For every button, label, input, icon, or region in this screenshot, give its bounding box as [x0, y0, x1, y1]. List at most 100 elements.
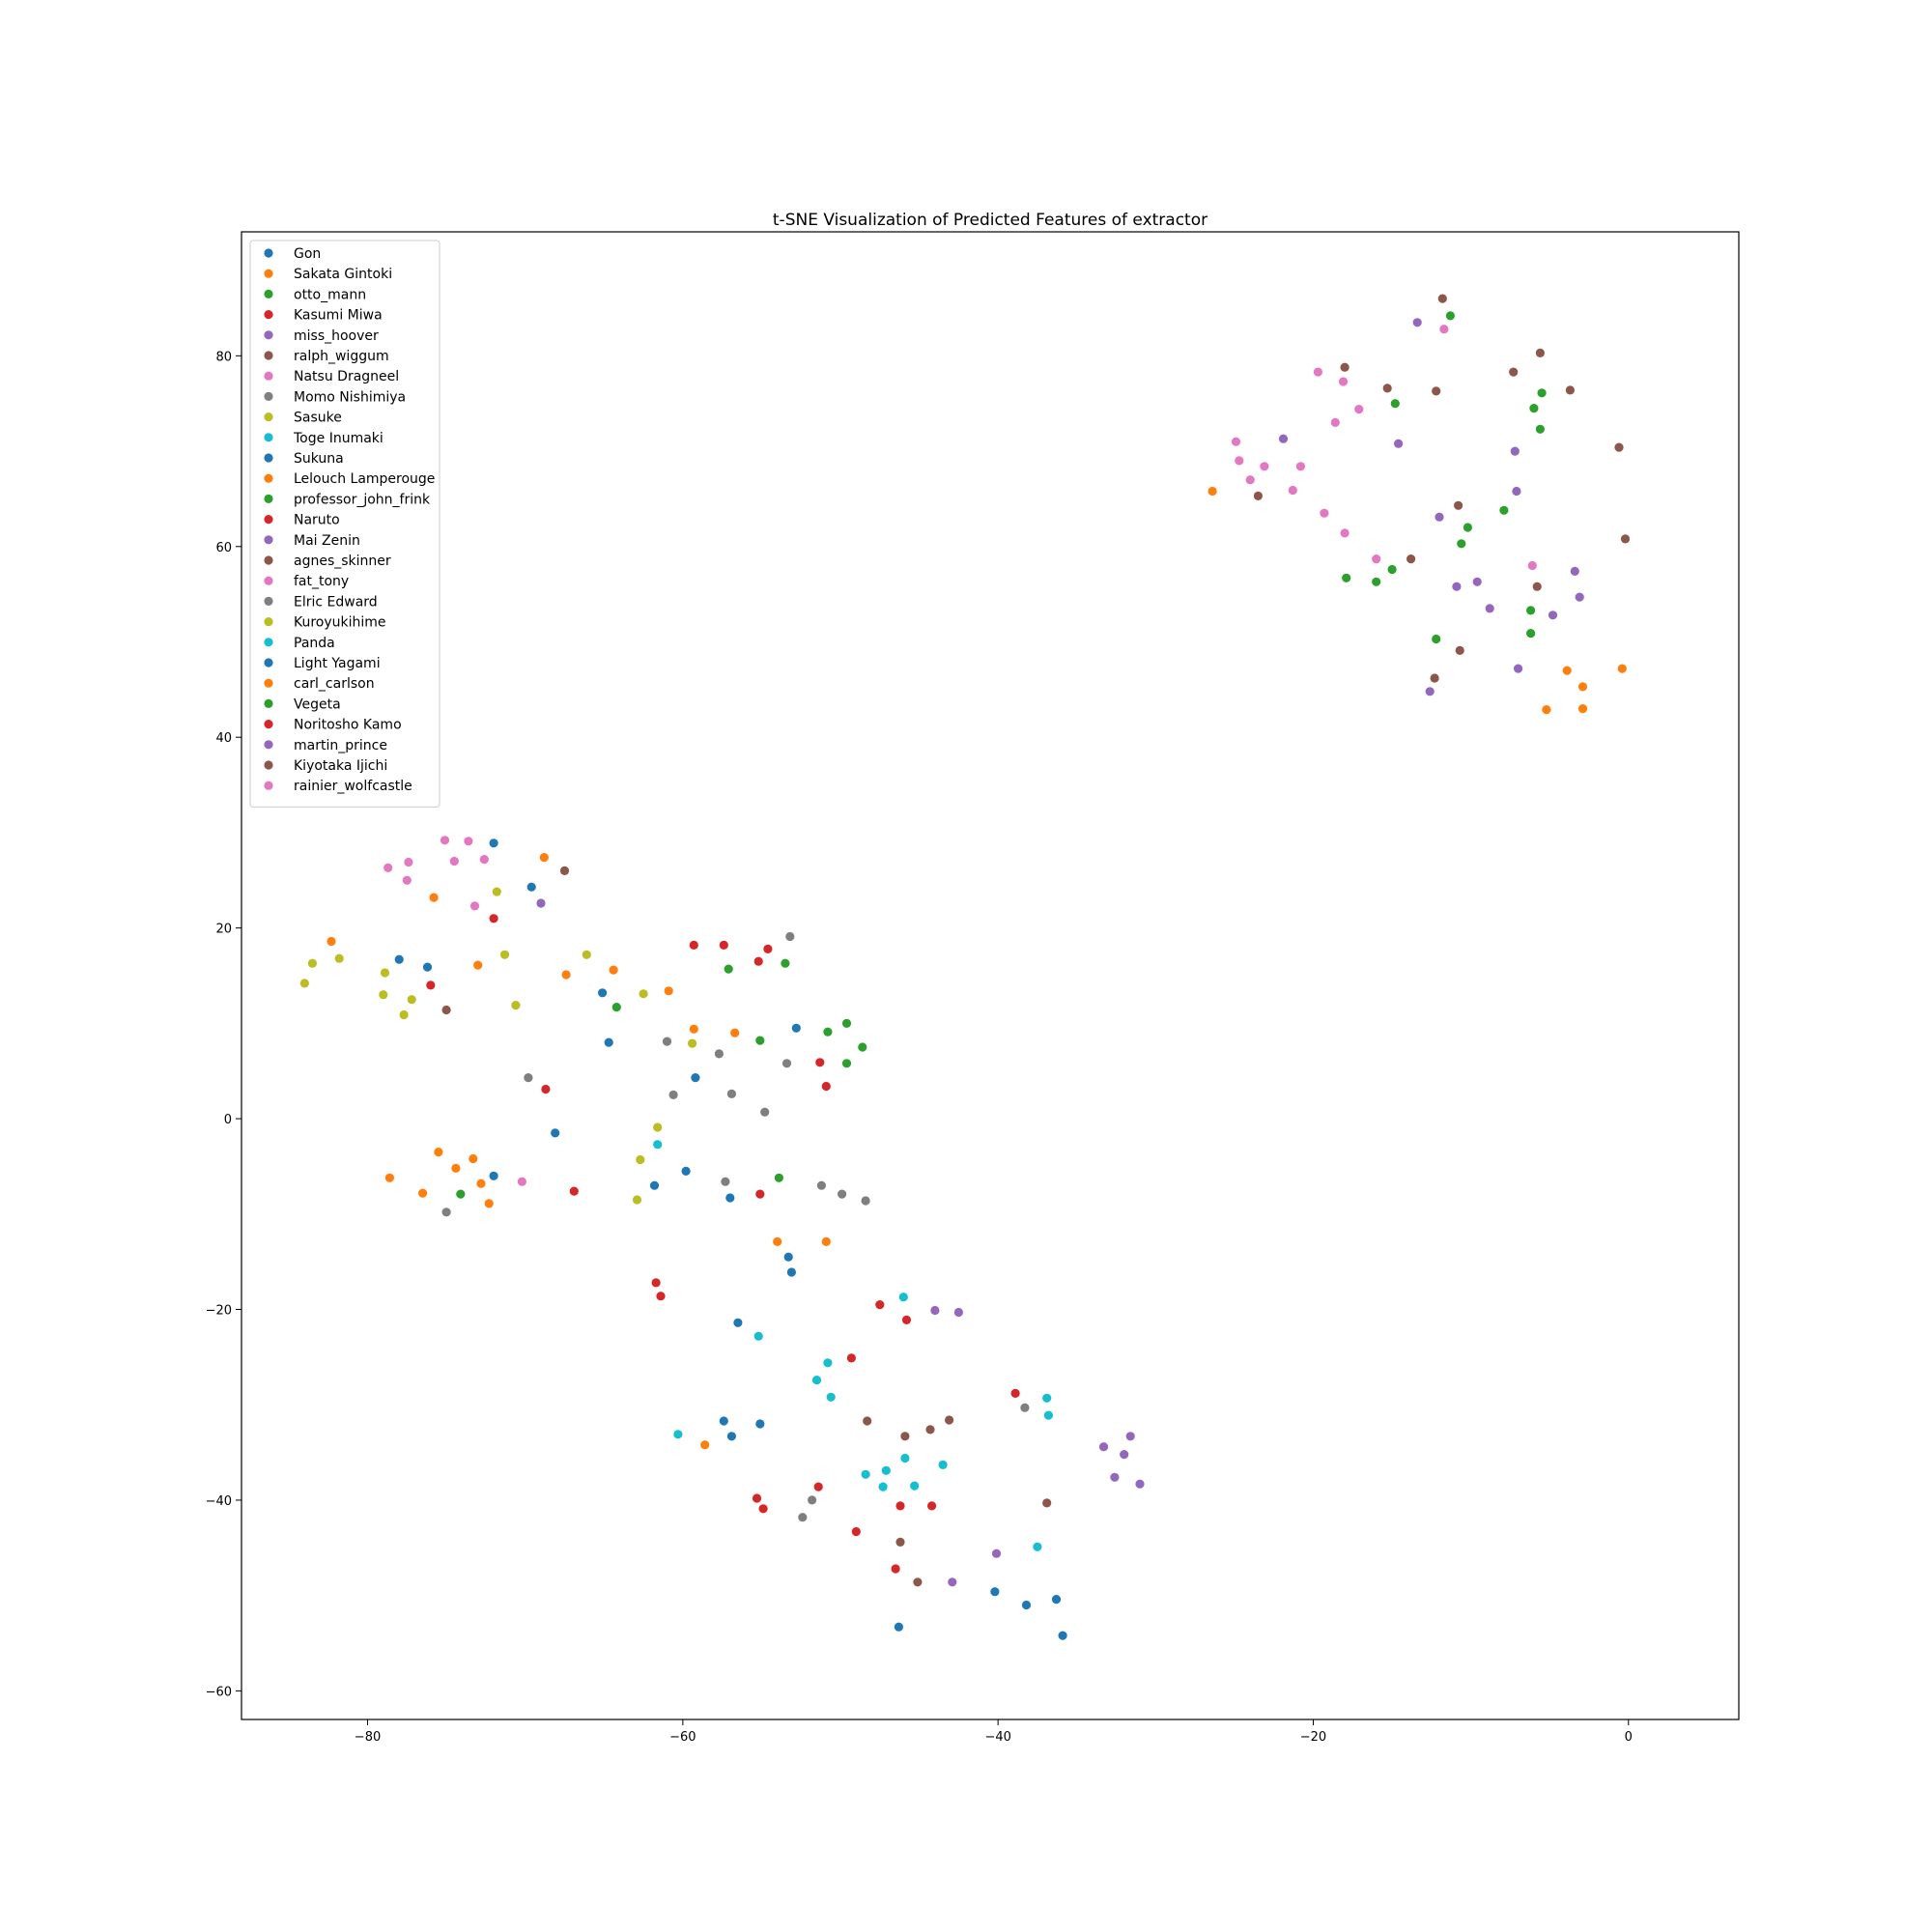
series-13: [489, 914, 831, 1288]
data-point: [1021, 1600, 1032, 1610]
data-point: [449, 856, 459, 867]
series-0: [526, 882, 1067, 1640]
data-point: [719, 1416, 728, 1426]
legend-marker: [264, 555, 273, 565]
data-point: [774, 1173, 784, 1182]
series-11: [539, 664, 1627, 1246]
data-point: [895, 1501, 905, 1511]
data-point: [299, 979, 309, 988]
data-point: [469, 1153, 478, 1164]
data-point: [441, 1208, 451, 1217]
series-22: [456, 505, 1536, 1199]
data-point: [753, 956, 763, 966]
y-tick-label: −40: [206, 1494, 232, 1509]
data-point: [636, 1154, 645, 1165]
legend-label: rainier_wolfcastle: [294, 779, 412, 794]
legend-label: ralph_wiggum: [294, 349, 389, 364]
data-point: [938, 1460, 948, 1469]
data-point: [1439, 325, 1449, 334]
legend-marker: [264, 760, 273, 770]
data-point: [526, 882, 536, 892]
data-point: [489, 914, 498, 923]
data-point: [1435, 512, 1444, 522]
data-point: [307, 958, 317, 968]
series-3: [426, 940, 1020, 1511]
legend-label: Kiyotaka Ijichi: [294, 758, 387, 774]
legend: Gon Sakata Gintoki otto_mann Kasumi Miwa mis…: [249, 240, 440, 808]
data-point: [785, 931, 795, 942]
points-layer: [299, 294, 1631, 1640]
data-point: [752, 1493, 762, 1503]
data-point: [1565, 385, 1575, 395]
data-point: [821, 1236, 831, 1246]
data-point: [604, 1037, 613, 1047]
data-point: [1051, 1595, 1062, 1605]
data-point: [815, 1058, 825, 1067]
plot-frame: [241, 231, 1740, 1720]
data-point: [726, 1432, 737, 1441]
data-point: [913, 1577, 923, 1587]
data-point: [1463, 523, 1472, 532]
legend-marker: [264, 330, 273, 340]
data-point: [1042, 1393, 1052, 1403]
y-tick-label: 20: [215, 923, 232, 937]
data-point: [688, 1038, 697, 1048]
data-point: [1406, 554, 1416, 564]
data-point: [404, 857, 413, 867]
legend-label: Lelouch Lamperouge: [294, 471, 435, 487]
data-point: [402, 875, 412, 885]
data-point: [1437, 294, 1447, 303]
data-point: [863, 1416, 872, 1426]
data-point: [673, 1430, 683, 1439]
data-point: [900, 1453, 910, 1463]
legend-marker: [264, 698, 273, 709]
series-20: [394, 954, 1062, 1610]
data-point: [758, 1504, 768, 1514]
data-point: [760, 1107, 770, 1117]
y-tick-label: 0: [224, 1113, 232, 1127]
data-point: [826, 1392, 836, 1402]
legend-label: Mai Zenin: [294, 533, 360, 549]
data-point: [798, 1513, 808, 1522]
legend-label: Elric Edward: [294, 594, 378, 610]
series-6: [440, 367, 1537, 1186]
data-point: [719, 940, 728, 951]
data-point: [492, 887, 501, 896]
data-point: [1430, 673, 1439, 683]
data-point: [1472, 577, 1482, 586]
data-point: [1499, 505, 1509, 515]
data-point: [1033, 1542, 1042, 1551]
data-point: [1278, 434, 1289, 443]
data-point: [517, 1177, 527, 1186]
y-axis: −60 −40 −20 0 20 40 60 80: [206, 350, 242, 1699]
data-point: [1532, 582, 1542, 591]
legend-label: professor_john_frink: [294, 492, 431, 507]
data-point: [894, 1622, 904, 1632]
data-point: [473, 960, 483, 970]
series-7: [524, 931, 847, 1199]
legend-marker: [264, 473, 273, 483]
data-point: [1372, 554, 1381, 564]
series-21: [327, 936, 494, 1208]
data-point: [1575, 592, 1584, 602]
data-point: [1231, 437, 1241, 446]
data-point: [440, 836, 450, 845]
legend-label: fat_tony: [294, 574, 349, 589]
data-point: [1295, 462, 1305, 471]
data-point: [489, 1171, 498, 1180]
data-point: [846, 1353, 857, 1363]
data-point: [1412, 318, 1422, 327]
data-point: [651, 1278, 661, 1288]
data-point: [426, 980, 436, 990]
data-point: [1535, 424, 1545, 434]
data-point: [781, 958, 790, 968]
legend-label: Sukuna: [294, 451, 344, 467]
legend-marker: [264, 453, 273, 463]
data-point: [649, 1180, 660, 1190]
legend-label: Natsu Dragneel: [294, 369, 399, 384]
legend-label: Sasuke: [294, 411, 342, 426]
series-5: [441, 294, 1575, 1441]
y-tick-label: 40: [215, 731, 232, 746]
data-point: [479, 855, 489, 865]
series-1: [429, 486, 1588, 1450]
